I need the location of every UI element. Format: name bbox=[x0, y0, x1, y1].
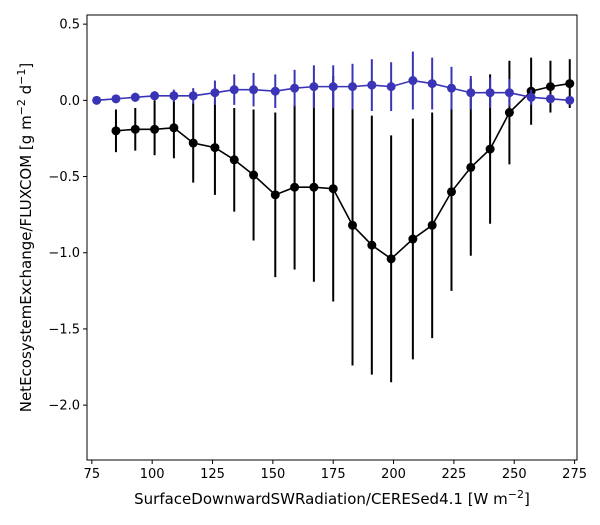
data-point bbox=[210, 88, 220, 98]
x-tick-label: 150 bbox=[260, 467, 285, 482]
series-line bbox=[115, 82, 570, 260]
data-point bbox=[328, 82, 338, 92]
data-point bbox=[188, 138, 198, 148]
y-tick-label: −1.5 bbox=[48, 322, 80, 337]
data-point bbox=[130, 92, 140, 102]
data-point bbox=[229, 155, 239, 165]
y-axis-label: NetEcosystemExchange/FLUXCOM [g m−2 d−1] bbox=[15, 63, 36, 413]
y-tick-label: 0.0 bbox=[59, 94, 80, 109]
x-tick-label: 275 bbox=[562, 467, 587, 482]
data-point bbox=[150, 124, 160, 134]
axes-frame bbox=[86, 14, 578, 461]
data-point bbox=[466, 88, 476, 98]
y-tick-label: −0.5 bbox=[48, 170, 80, 185]
x-tick-label: 100 bbox=[140, 467, 165, 482]
data-point bbox=[446, 83, 456, 93]
data-point bbox=[210, 143, 220, 153]
data-point bbox=[270, 86, 280, 96]
x-tick-label: 125 bbox=[200, 467, 225, 482]
data-point bbox=[466, 162, 476, 172]
data-point bbox=[427, 220, 437, 230]
data-point bbox=[504, 88, 514, 98]
data-point bbox=[188, 91, 198, 101]
x-tick-label: 225 bbox=[441, 467, 466, 482]
data-point bbox=[290, 83, 300, 93]
data-point bbox=[565, 95, 575, 105]
data-point bbox=[111, 94, 121, 104]
data-point bbox=[545, 82, 555, 92]
x-tick-label: 175 bbox=[321, 467, 346, 482]
series-1 bbox=[92, 51, 575, 112]
data-point bbox=[130, 124, 140, 134]
y-tick-label: −2.0 bbox=[48, 399, 80, 414]
x-tick-label: 75 bbox=[84, 467, 101, 482]
data-point bbox=[111, 126, 121, 136]
series-0 bbox=[111, 57, 575, 383]
y-tick-label: 0.5 bbox=[59, 18, 80, 33]
data-point bbox=[92, 95, 102, 105]
y-axis: 0.5 0.0 −0.5 −1.0 −1.5 −2.0 bbox=[48, 18, 87, 414]
x-tick-label: 250 bbox=[502, 467, 527, 482]
x-tick-label: 200 bbox=[381, 467, 406, 482]
data-point bbox=[408, 234, 418, 244]
data-point bbox=[485, 144, 495, 154]
data-point bbox=[348, 220, 358, 230]
plot-area bbox=[92, 51, 575, 383]
data-point bbox=[545, 94, 555, 104]
x-axis-label: SurfaceDownwardSWRadiation/CERESed4.1 [W… bbox=[134, 488, 530, 509]
data-point bbox=[386, 82, 396, 92]
data-point bbox=[408, 76, 418, 86]
data-point bbox=[446, 187, 456, 197]
data-point bbox=[367, 80, 377, 90]
data-point bbox=[504, 108, 514, 118]
data-point bbox=[348, 82, 358, 92]
data-point bbox=[328, 184, 338, 194]
data-point bbox=[386, 254, 396, 264]
data-point bbox=[309, 82, 319, 92]
data-point bbox=[270, 190, 280, 200]
data-point bbox=[565, 79, 575, 89]
data-point bbox=[309, 182, 319, 192]
data-point bbox=[427, 79, 437, 89]
data-point bbox=[229, 85, 239, 95]
data-point bbox=[169, 91, 179, 101]
data-point bbox=[150, 91, 160, 101]
data-point bbox=[249, 170, 259, 180]
data-point bbox=[367, 240, 377, 250]
data-point bbox=[169, 123, 179, 133]
data-point bbox=[290, 182, 300, 192]
data-point bbox=[526, 92, 536, 102]
data-point bbox=[485, 88, 495, 98]
y-tick-label: −1.0 bbox=[48, 246, 80, 261]
data-point bbox=[249, 85, 259, 95]
x-axis: 75 100 125 150 175 200 225 250 275 bbox=[84, 460, 587, 482]
